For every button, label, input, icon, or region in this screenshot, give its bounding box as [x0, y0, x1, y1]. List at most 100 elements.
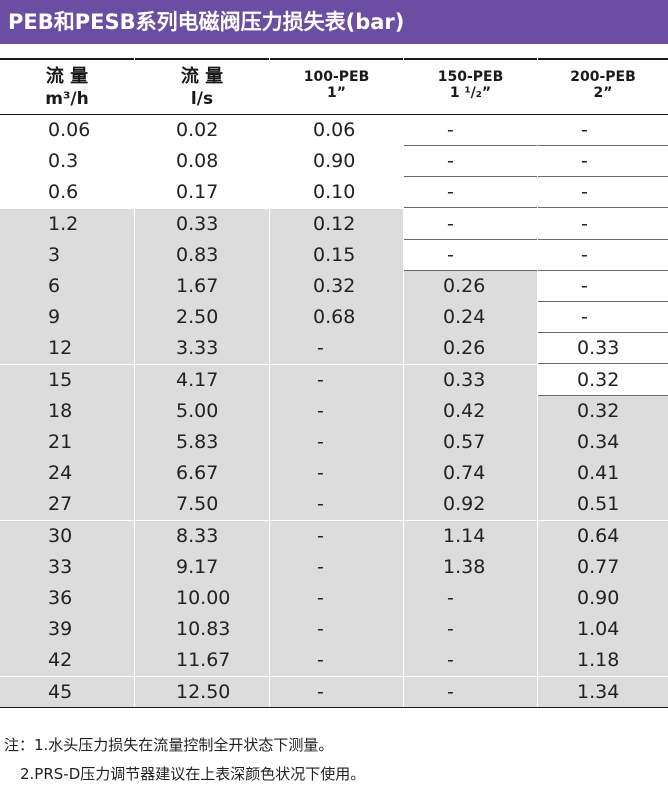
cell-value: 0.64	[577, 524, 620, 547]
table-cell: -	[538, 115, 668, 146]
table-row: 1.2 0.33 0.12 - -	[0, 208, 668, 240]
cell-value: 0.51	[577, 493, 620, 516]
cell-value: 45	[48, 680, 73, 703]
table-cell: -	[404, 614, 537, 646]
header-separator	[134, 58, 135, 114]
cell-value: 15	[48, 368, 73, 391]
cell-value: 0.68	[313, 306, 356, 329]
table-cell: 0.74	[404, 458, 537, 490]
cell-value: -	[317, 462, 324, 485]
cell-value: 8.33	[176, 524, 219, 547]
table-cell: -	[404, 146, 537, 178]
table-cell: 9	[0, 302, 134, 334]
cell-value: 0.33	[176, 212, 219, 235]
table-cell: -	[270, 645, 403, 677]
cell-value: 0.06	[48, 119, 91, 141]
table-row: 0.6 0.17 0.10 - -	[0, 177, 668, 209]
table-cell: 0.26	[404, 271, 537, 302]
table-cell: 0.90	[270, 146, 403, 177]
cell-value: -	[581, 275, 588, 297]
cell-value: 1.67	[176, 275, 219, 297]
cell-value: 6	[48, 275, 61, 297]
cell-value: 30	[48, 524, 73, 547]
table-row: 39 10.83 - - 1.04	[0, 614, 668, 646]
cell-value: 0.17	[176, 181, 219, 204]
table-cell: -	[404, 676, 537, 708]
cell-value: 0.33	[443, 368, 486, 391]
table-cell: 0.32	[538, 365, 668, 396]
cell-value: 0.32	[577, 399, 620, 422]
table-row: 0.06 0.02 0.06 - -	[0, 115, 668, 146]
table-cell: -	[404, 583, 537, 614]
cell-value: 0.90	[313, 150, 356, 173]
cell-value: 21	[48, 431, 73, 453]
cell-value: 0.42	[443, 399, 486, 422]
table-cell: 0.33	[404, 364, 537, 396]
table-cell: -	[270, 551, 403, 583]
table-cell: 12.50	[135, 676, 269, 708]
cell-value: 0.15	[313, 243, 356, 266]
cell-value: 2.50	[176, 306, 219, 329]
table-cell: 0.77	[538, 551, 668, 583]
cell-value: -	[581, 150, 588, 173]
table-cell: 1.2	[0, 208, 134, 240]
cell-value: -	[317, 618, 324, 641]
table-row: 0.3 0.08 0.90 - -	[0, 146, 668, 178]
header-separator	[537, 58, 538, 114]
cell-value: 1.14	[443, 524, 486, 547]
table-cell: 0.41	[538, 458, 668, 490]
cell-value: 1.04	[577, 618, 620, 641]
note-line-1: 注：1.水头压力损失在流量控制全开状态下测量。	[4, 736, 334, 754]
header-separator	[269, 58, 270, 114]
table-cell: 0.12	[270, 208, 403, 240]
cell-value: 0.26	[443, 337, 486, 360]
table-cell: 0.6	[0, 177, 134, 208]
table-cell: -	[538, 209, 668, 240]
table-cell: 5.00	[135, 395, 269, 427]
table-cell: 0.15	[270, 239, 403, 271]
table-cell: -	[538, 240, 668, 271]
table-cell: 21	[0, 427, 134, 458]
table-cell: 0.33	[538, 333, 668, 365]
cell-value: -	[447, 150, 454, 173]
table-cell: -	[538, 177, 668, 209]
table-cell: 10.83	[135, 614, 269, 646]
table-cell: 1.18	[538, 645, 668, 677]
cell-value: 0.08	[176, 150, 219, 173]
cell-value: 36	[48, 587, 73, 609]
table-row: 33 9.17 - 1.38 0.77	[0, 551, 668, 583]
table-cell: 3.33	[135, 333, 269, 365]
cell-value: -	[317, 524, 324, 547]
cell-value: -	[447, 243, 454, 266]
table-cell: -	[270, 489, 403, 521]
table-cell: 0.68	[270, 302, 403, 334]
cell-value: 0.32	[313, 275, 356, 297]
table-row: 36 10.00 - - 0.90	[0, 583, 668, 614]
table-cell: 15	[0, 364, 134, 396]
cell-value: -	[317, 555, 324, 578]
table-row: 18 5.00 - 0.42 0.32	[0, 395, 668, 427]
cell-value: -	[317, 368, 324, 391]
cell-value: 0.92	[443, 493, 486, 516]
table-cell: 0.64	[538, 520, 668, 552]
cell-value: 0.83	[176, 243, 219, 266]
table-cell: -	[404, 645, 537, 677]
table-cell: 0.32	[270, 271, 403, 302]
table-row: 45 12.50 - - 1.34	[0, 676, 668, 708]
table-cell: 5.83	[135, 427, 269, 458]
table-cell: -	[538, 271, 668, 302]
cell-value: -	[447, 680, 454, 703]
cell-value: 0.12	[313, 212, 356, 235]
cell-value: 12	[48, 337, 73, 360]
cell-value: 0.57	[443, 431, 486, 453]
cell-value: -	[317, 587, 324, 609]
cell-value: -	[581, 243, 588, 266]
cell-value: -	[317, 493, 324, 516]
table-cell: 0.02	[135, 115, 269, 146]
cell-value: -	[581, 181, 588, 204]
table-cell: 0.42	[404, 395, 537, 427]
cell-value: 10.00	[176, 587, 231, 609]
cell-value: 5.00	[176, 399, 219, 422]
table-row: 21 5.83 - 0.57 0.34	[0, 427, 668, 458]
table-cell: 0.17	[135, 177, 269, 208]
